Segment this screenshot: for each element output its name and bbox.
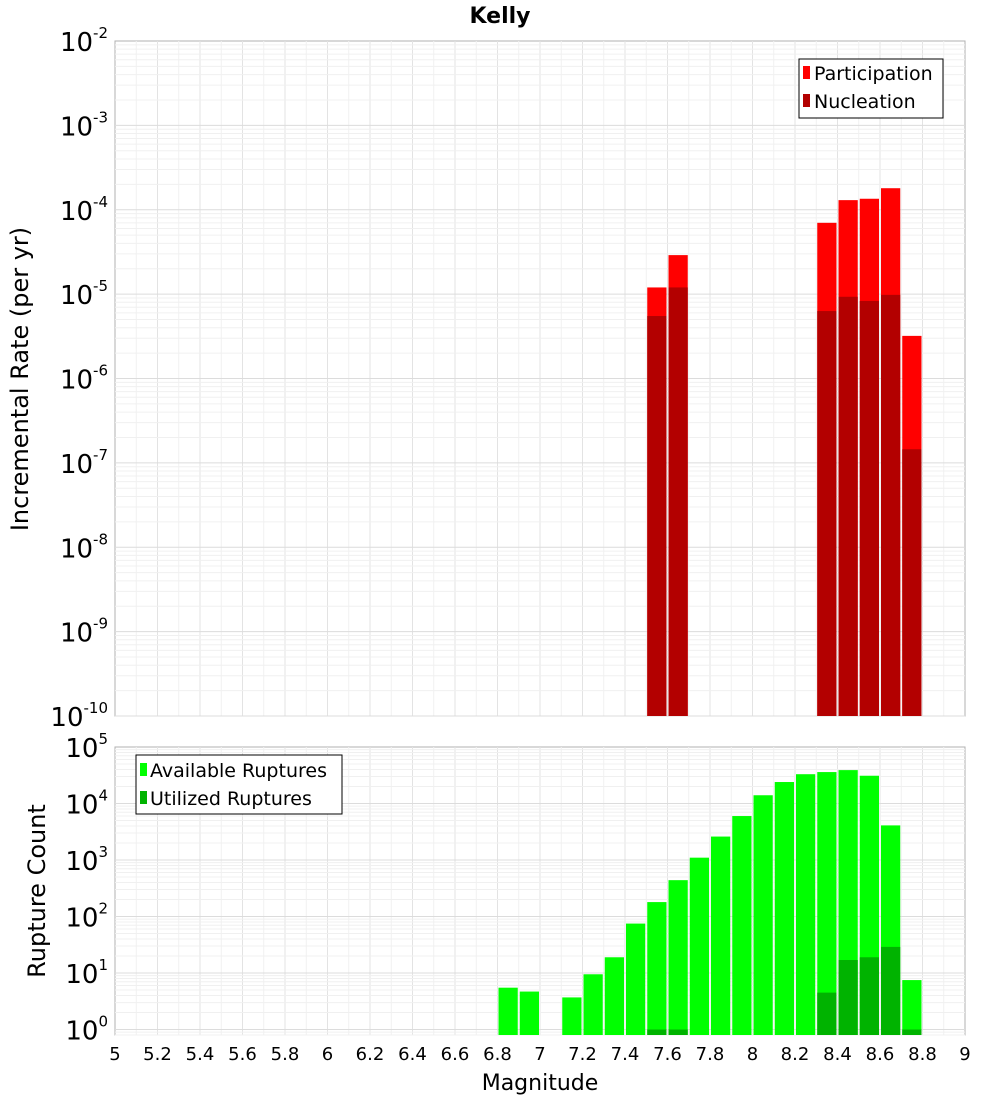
bottom-y-tick-label: 101: [65, 956, 108, 990]
available-ruptures-legend-label: Available Ruptures: [150, 760, 327, 782]
available-ruptures-bar: [519, 991, 539, 1035]
utilized-ruptures-bar: [859, 957, 879, 1035]
top-y-tick-label: 10-4: [60, 193, 108, 227]
available-ruptures-bar: [689, 857, 709, 1035]
bottom-y-tick-labels: 100 101 102 103 104 105: [65, 730, 108, 1047]
nucleation-bar: [817, 311, 837, 716]
x-tick-label: 8.6: [866, 1044, 895, 1065]
top-gridlines: [115, 41, 965, 717]
bottom-y-axis-label: Rupture Count: [23, 804, 51, 978]
available-ruptures-bar: [498, 987, 518, 1035]
bottom-y-tick-label: 103: [65, 843, 108, 877]
x-tick-label: 6.8: [483, 1044, 512, 1065]
available-ruptures-bar: [562, 997, 582, 1035]
top-y-tick-label: 10-10: [50, 699, 108, 733]
nucleation-legend-label: Nucleation: [814, 91, 916, 113]
utilized-ruptures-bar: [647, 1029, 667, 1035]
available-ruptures-bar: [668, 880, 688, 1035]
available-ruptures-bar: [711, 836, 731, 1035]
top-y-tick-label: 10-3: [60, 108, 108, 142]
bottom-legend: Available Ruptures Utilized Ruptures: [135, 754, 343, 815]
x-tick-label: 7.8: [696, 1044, 725, 1065]
bottom-y-tick-label: 100: [65, 1013, 108, 1047]
available-ruptures-bar: [796, 774, 816, 1035]
bottom-y-tick-label: 105: [65, 730, 108, 764]
participation-legend-swatch: [803, 66, 810, 79]
nucleation-bar: [859, 300, 879, 716]
x-axis-label: Magnitude: [482, 1071, 599, 1096]
x-tick-label: 8.2: [781, 1044, 810, 1065]
nucleation-bar: [647, 316, 667, 716]
x-tick-label: 8.4: [823, 1044, 852, 1065]
x-tick-label: 5.4: [186, 1044, 215, 1065]
nucleation-legend-swatch: [803, 94, 810, 107]
participation-legend-label: Participation: [814, 63, 933, 85]
available-ruptures-bar: [753, 795, 773, 1035]
x-tick-label: 6.2: [356, 1044, 385, 1065]
x-tick-label: 5.2: [143, 1044, 172, 1065]
incremental-rate-panel: 10-10 10-9 10-8 10-7 10-6 10-5 10-4 10-3 10-2 In…: [6, 24, 966, 733]
x-tick-label: 7.6: [653, 1044, 682, 1065]
top-y-tick-label: 10-9: [60, 615, 108, 649]
nucleation-bar: [881, 294, 901, 716]
top-y-tick-label: 10-8: [60, 530, 108, 564]
chart-title: Kelly: [469, 4, 530, 29]
x-tick-label: 6.6: [441, 1044, 470, 1065]
top-legend-box: [798, 58, 944, 119]
x-tick-label: 5: [109, 1044, 120, 1065]
x-tick-label: 5.6: [228, 1044, 257, 1065]
utilized-ruptures-bar: [668, 1029, 688, 1035]
top-y-axis-label: Incremental Rate (per yr): [6, 227, 34, 531]
utilized-ruptures-legend-swatch: [140, 791, 147, 804]
available-ruptures-bar: [583, 974, 603, 1035]
available-ruptures-bar: [817, 772, 837, 1035]
utilized-ruptures-bar: [817, 992, 837, 1035]
top-legend: Participation Nucleation: [798, 58, 944, 119]
available-ruptures-legend-swatch: [140, 763, 147, 776]
top-bars: [647, 188, 922, 717]
x-tick-label: 6.4: [398, 1044, 427, 1065]
top-y-tick-label: 10-7: [60, 446, 108, 480]
nucleation-bar: [668, 287, 688, 716]
x-tick-labels: 5 5.2 5.4 5.6 5.8 6 6.2 6.4 6.6 6.8 7 7.2 7.4 7.6 7.8 8…: [109, 1044, 970, 1065]
x-tick-label: 8.8: [908, 1044, 937, 1065]
bottom-bars: [498, 770, 922, 1035]
x-tick-label: 6: [322, 1044, 333, 1065]
available-ruptures-bar: [902, 980, 922, 1035]
utilized-ruptures-bar: [902, 1029, 922, 1035]
bottom-y-tick-label: 104: [65, 787, 108, 821]
top-y-tick-label: 10-2: [60, 24, 108, 58]
available-ruptures-bar: [732, 816, 752, 1035]
bottom-legend-box: [135, 754, 343, 815]
nucleation-bar: [838, 296, 858, 716]
available-ruptures-bar: [647, 902, 667, 1035]
utilized-ruptures-legend-label: Utilized Ruptures: [150, 788, 312, 810]
x-tick-label: 7: [534, 1044, 545, 1065]
utilized-ruptures-bar: [881, 946, 901, 1035]
x-tick-label: 7.2: [568, 1044, 597, 1065]
x-tick-label: 5.8: [271, 1044, 300, 1065]
x-tick-label: 8: [747, 1044, 758, 1065]
nucleation-bar: [902, 449, 922, 716]
available-ruptures-bar: [604, 957, 624, 1035]
utilized-ruptures-bar: [838, 959, 858, 1035]
top-y-tick-label: 10-5: [60, 277, 108, 311]
top-y-tick-labels: 10-10 10-9 10-8 10-7 10-6 10-5 10-4 10-3 10-2: [50, 24, 108, 733]
x-tick-label: 9: [959, 1044, 970, 1065]
available-ruptures-bar: [774, 782, 794, 1035]
top-y-tick-label: 10-6: [60, 362, 108, 396]
available-ruptures-bar: [626, 923, 646, 1035]
rupture-count-panel: 100 101 102 103 104 105 5 5.2 5.4 5.6 5.8 6 6.2 6.4 6…: [23, 730, 971, 1096]
x-tick-label: 7.4: [611, 1044, 640, 1065]
bottom-y-tick-label: 102: [65, 900, 108, 934]
